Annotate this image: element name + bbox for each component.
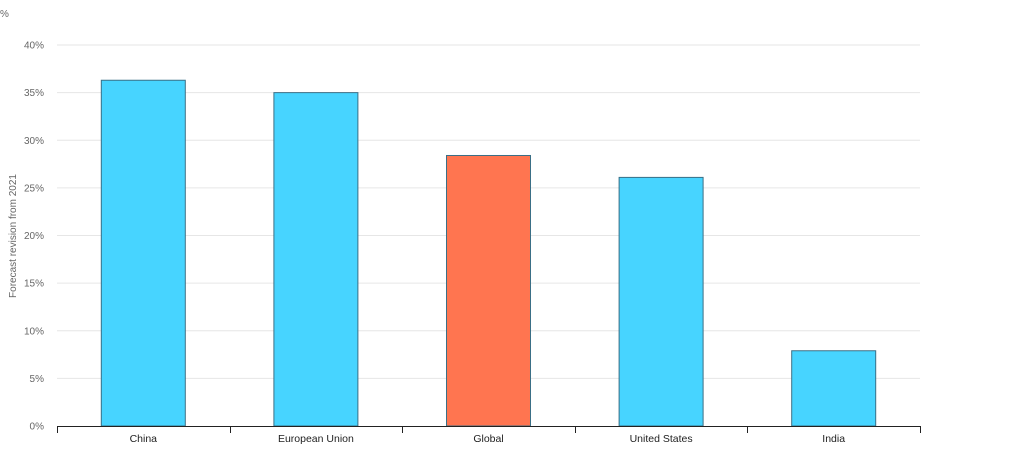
bar bbox=[791, 350, 877, 427]
bar bbox=[618, 176, 704, 427]
x-tick-label: United States bbox=[630, 433, 693, 445]
y-axis-title: Forecast revision from 2021 bbox=[8, 174, 19, 298]
x-tick-label: Global bbox=[473, 433, 503, 445]
bar bbox=[100, 79, 186, 427]
y-tick-label: 20% bbox=[24, 231, 44, 242]
unit-label: % bbox=[0, 9, 9, 20]
y-tick-label: 15% bbox=[24, 279, 44, 290]
y-tick-label: 25% bbox=[24, 183, 44, 194]
y-tick-label: 10% bbox=[24, 326, 44, 337]
bars bbox=[100, 79, 877, 427]
y-tick-label: 30% bbox=[24, 136, 44, 147]
bar bbox=[446, 154, 531, 427]
y-axis-ticks: 0% 5% 10% 15% 20% 25% 30% 35% 40% bbox=[24, 41, 44, 433]
x-tick-label: European Union bbox=[278, 433, 354, 445]
y-tick-label: 35% bbox=[24, 88, 44, 99]
bar bbox=[273, 92, 359, 427]
y-tick-label: 0% bbox=[30, 422, 45, 433]
y-tick-label: 40% bbox=[24, 41, 44, 52]
y-tick-label: 5% bbox=[30, 374, 45, 385]
x-axis-ticks: China European Union Global United States In… bbox=[57, 426, 921, 445]
x-tick-label: China bbox=[130, 433, 158, 445]
x-tick-label: India bbox=[822, 433, 845, 445]
